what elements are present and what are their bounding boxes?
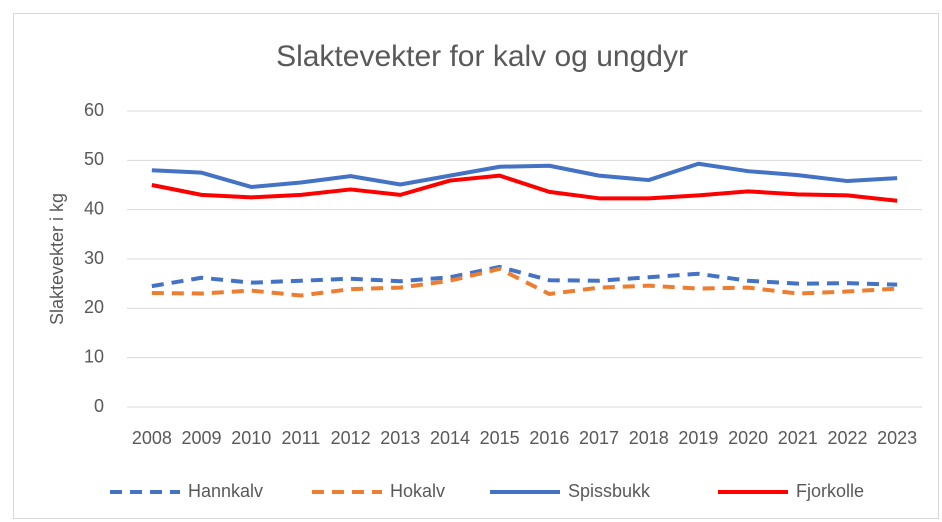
y-tick-label: 60 [84, 100, 104, 120]
legend-label: Hannkalv [188, 481, 263, 501]
series-line [151, 266, 898, 298]
y-tick-label: 50 [84, 149, 104, 169]
x-tick-label: 2008 [132, 428, 172, 448]
legend-item: Hokalv [312, 481, 445, 501]
y-tick-label: 40 [84, 198, 104, 218]
legend-label: Hokalv [390, 481, 445, 501]
x-tick-label: 2011 [282, 428, 321, 448]
x-tick-label: 2018 [629, 428, 669, 448]
legend-label: Fjorkolle [796, 481, 864, 501]
y-tick-label: 30 [84, 248, 104, 268]
x-tick-label: 2009 [182, 428, 222, 448]
x-tick-label: 2023 [877, 428, 917, 448]
legend-item: Fjorkolle [718, 481, 864, 501]
x-tick-label: 2013 [380, 428, 420, 448]
chart-title: Slaktevekter for kalv og ungdyr [276, 40, 688, 73]
chart-border [13, 13, 939, 519]
series-line [151, 173, 898, 203]
x-tick-label: 2016 [529, 428, 569, 448]
x-tick-label: 2022 [827, 428, 867, 448]
x-tick-label: 2014 [430, 428, 470, 448]
x-tick-label: 2015 [480, 428, 520, 448]
x-tick-label: 2021 [778, 428, 818, 448]
legend-item: Spissbukk [490, 481, 651, 501]
y-axis-label: Slaktevekter i kg [47, 193, 67, 325]
x-tick-label: 2012 [331, 428, 371, 448]
legend-label: Spissbukk [568, 481, 651, 501]
x-tick-label: 2010 [231, 428, 271, 448]
legend-item: Hannkalv [110, 481, 263, 501]
series-line [151, 264, 898, 289]
series-line [151, 161, 898, 189]
x-tick-label: 2020 [728, 428, 768, 448]
y-tick-label: 10 [84, 346, 104, 366]
y-tick-label: 0 [94, 396, 104, 416]
x-tick-label: 2019 [678, 428, 718, 448]
y-tick-label: 20 [84, 297, 104, 317]
x-tick-label: 2017 [579, 428, 619, 448]
